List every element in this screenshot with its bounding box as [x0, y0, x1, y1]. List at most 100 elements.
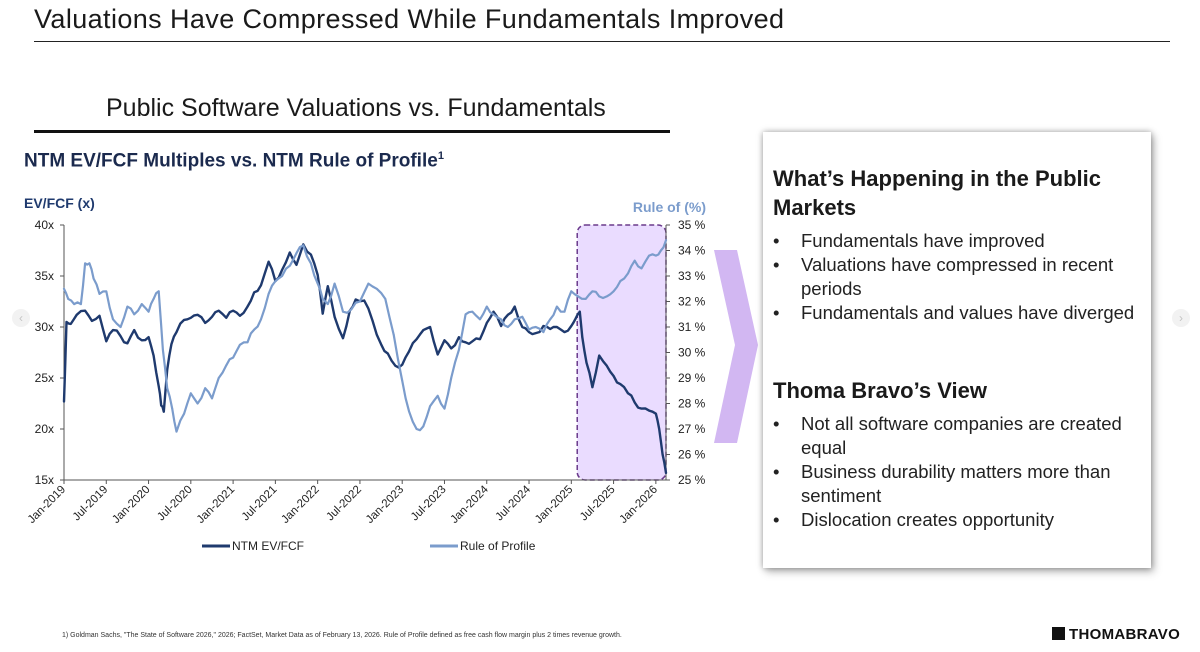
- data-point-ev-fcf: [648, 409, 650, 412]
- logo-mark-icon: [1052, 627, 1065, 640]
- right-tick-label: 30 %: [678, 346, 706, 360]
- legend-label: Rule of Profile: [460, 539, 536, 553]
- chart-heading-text: NTM EV/FCF Multiples vs. NTM Rule of Pro…: [24, 150, 438, 172]
- data-point-ev-fcf: [170, 343, 173, 346]
- data-point-rule-of-profile: [119, 326, 122, 328]
- data-point-ev-fcf: [570, 325, 573, 327]
- right-tick-label: 28 %: [678, 397, 706, 411]
- left-tick-label: 35x: [35, 269, 54, 283]
- data-point-ev-fcf: [84, 309, 87, 312]
- data-point-ev-fcf: [321, 312, 324, 315]
- data-point-rule-of-profile: [80, 303, 82, 305]
- data-point-rule-of-profile: [274, 280, 277, 282]
- data-point-ev-fcf: [513, 305, 516, 308]
- data-point-ev-fcf: [556, 326, 558, 328]
- data-point-rule-of-profile: [147, 310, 150, 313]
- title-divider: [34, 41, 1170, 42]
- right-tick-label: 34 %: [678, 244, 706, 258]
- data-point-rule-of-profile: [350, 308, 353, 311]
- x-tick-label: Jul-2024: [493, 483, 533, 523]
- data-point-rule-of-profile: [633, 259, 636, 262]
- footnote: 1) Goldman Sachs, "The State of Software…: [62, 632, 622, 639]
- data-point-ev-fcf: [126, 342, 129, 345]
- previous-slide-button[interactable]: ‹: [12, 309, 30, 327]
- data-point-ev-fcf: [581, 336, 584, 339]
- data-point-rule-of-profile: [485, 305, 488, 308]
- data-point-ev-fcf: [281, 268, 284, 271]
- data-point-ev-fcf: [436, 353, 439, 356]
- x-tick-label: Jan-2026: [618, 484, 660, 526]
- x-tick-label: Jul-2023: [409, 484, 449, 524]
- data-point-ev-fcf: [471, 340, 474, 343]
- data-point-ev-fcf: [598, 354, 601, 357]
- chevron-arrow-icon: [714, 250, 758, 443]
- series-line-rule-of-profile: [62, 239, 668, 433]
- data-point-rule-of-profile: [640, 267, 643, 270]
- left-tick-label: 40x: [35, 218, 54, 232]
- data-point-ev-fcf: [69, 323, 72, 325]
- right-tick-label: 31 %: [678, 320, 706, 334]
- data-point-ev-fcf: [140, 339, 143, 342]
- data-point-rule-of-profile: [326, 303, 329, 305]
- data-point-rule-of-profile: [384, 298, 387, 300]
- data-point-rule-of-profile: [225, 364, 228, 367]
- data-point-ev-fcf: [183, 318, 185, 321]
- data-point-ev-fcf: [91, 319, 93, 322]
- data-point-ev-fcf: [665, 471, 667, 474]
- right-tick-label: 35 %: [678, 218, 706, 232]
- x-tick-label: Jul-2020: [155, 484, 195, 524]
- data-point-ev-fcf: [175, 331, 178, 333]
- brand-logo: THOMABRAVO: [1052, 626, 1180, 643]
- data-point-rule-of-profile: [288, 264, 291, 267]
- next-slide-button[interactable]: ›: [1172, 309, 1190, 327]
- list-item: Fundamentals have improved: [773, 229, 1143, 253]
- data-point-rule-of-profile: [471, 310, 474, 313]
- data-point-ev-fcf: [534, 332, 537, 335]
- data-point-rule-of-profile: [542, 331, 545, 333]
- data-point-ev-fcf: [253, 291, 256, 294]
- data-point-ev-fcf: [333, 315, 336, 318]
- data-point-ev-fcf: [492, 310, 495, 313]
- data-point-ev-fcf: [528, 331, 530, 333]
- data-point-ev-fcf: [422, 329, 425, 331]
- data-point-rule-of-profile: [450, 377, 453, 379]
- data-point-ev-fcf: [267, 260, 270, 263]
- data-point-rule-of-profile: [63, 287, 65, 290]
- data-point-rule-of-profile: [321, 298, 324, 300]
- data-point-ev-fcf: [232, 309, 235, 312]
- data-point-ev-fcf: [633, 401, 636, 404]
- data-point-rule-of-profile: [92, 277, 95, 280]
- right-tick-label: 33 %: [678, 269, 706, 283]
- data-point-ev-fcf: [204, 322, 207, 324]
- data-point-rule-of-profile: [238, 343, 241, 346]
- data-point-ev-fcf: [246, 305, 249, 308]
- data-point-ev-fcf: [75, 313, 78, 316]
- right-tick-label: 29 %: [678, 371, 706, 385]
- data-point-ev-fcf: [160, 404, 163, 407]
- data-point-rule-of-profile: [443, 407, 446, 410]
- data-point-ev-fcf: [196, 313, 199, 316]
- list-item: Business durability matters more than se…: [773, 460, 1143, 508]
- data-point-rule-of-profile: [204, 387, 207, 390]
- data-point-rule-of-profile: [570, 290, 573, 293]
- data-point-rule-of-profile: [157, 290, 160, 293]
- data-point-rule-of-profile: [492, 313, 495, 316]
- data-point-rule-of-profile: [627, 272, 629, 275]
- data-point-rule-of-profile: [98, 292, 101, 295]
- data-point-rule-of-profile: [260, 318, 262, 321]
- data-point-ev-fcf: [450, 347, 453, 350]
- data-point-rule-of-profile: [302, 244, 305, 247]
- data-point-rule-of-profile: [401, 379, 404, 382]
- data-point-rule-of-profile: [534, 326, 537, 328]
- data-point-ev-fcf: [658, 428, 661, 430]
- data-point-rule-of-profile: [67, 298, 70, 300]
- data-point-ev-fcf: [147, 336, 150, 339]
- data-point-rule-of-profile: [513, 318, 516, 321]
- data-point-rule-of-profile: [309, 262, 312, 265]
- data-point-rule-of-profile: [500, 318, 503, 321]
- data-point-ev-fcf: [394, 364, 397, 367]
- data-point-ev-fcf: [189, 316, 192, 319]
- data-point-rule-of-profile: [591, 290, 594, 293]
- data-point-rule-of-profile: [563, 310, 566, 313]
- x-tick-label: Jan-2023: [364, 484, 406, 526]
